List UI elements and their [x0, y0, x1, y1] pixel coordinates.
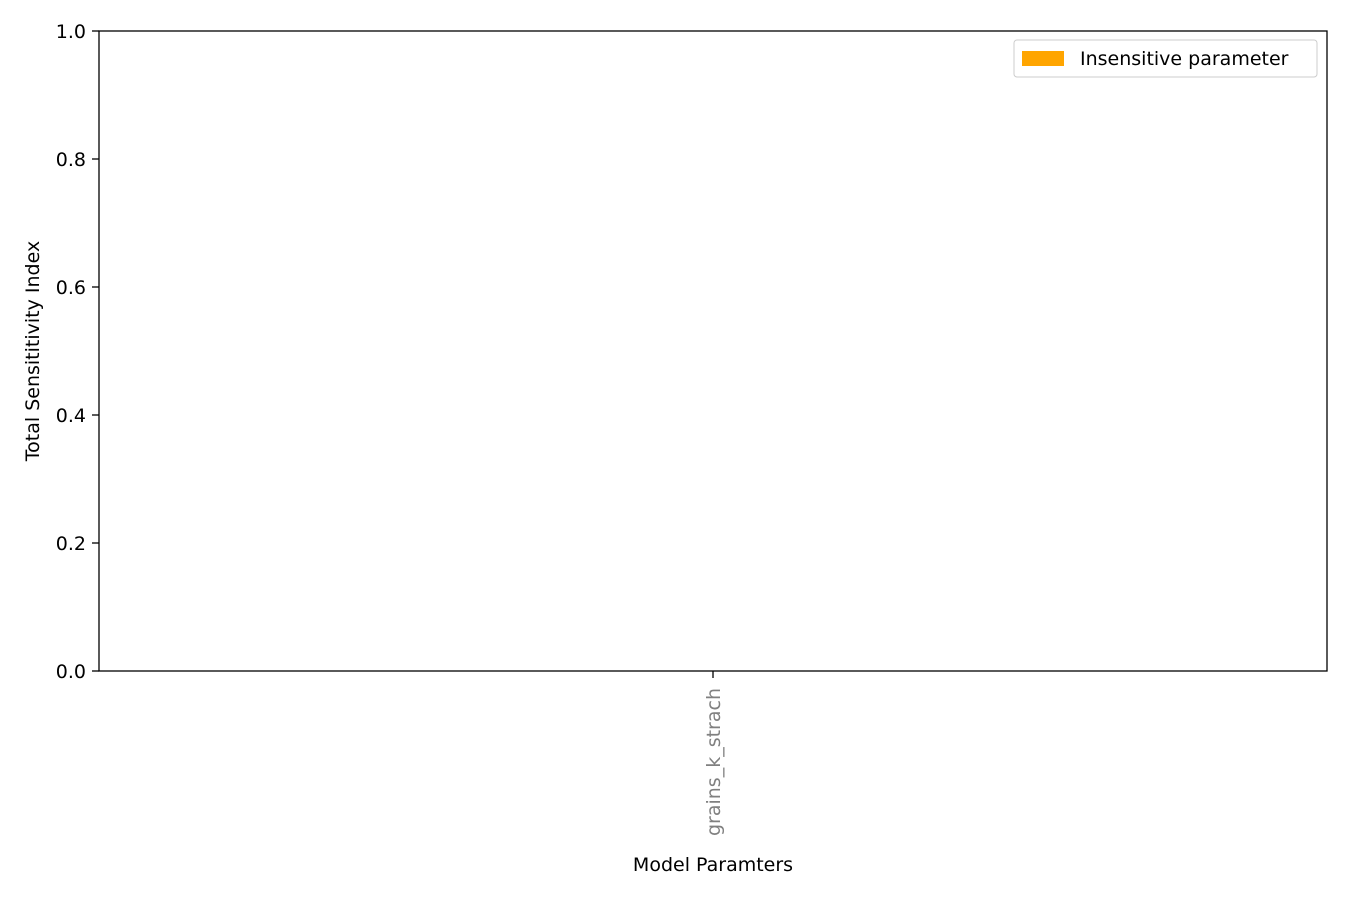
- y-axis-label: Total Sensititivity Index: [22, 241, 44, 462]
- legend-label: Insensitive parameter: [1080, 48, 1289, 70]
- y-tick-label: 0.8: [56, 149, 86, 171]
- y-tick-label: 0.0: [56, 661, 86, 683]
- x-tick-label: grains_k_strach: [703, 688, 725, 836]
- y-tick-label: 0.6: [56, 277, 86, 299]
- y-axis: 0.0 0.2 0.4 0.6 0.8 1.0: [56, 21, 99, 683]
- plot-frame: [98, 30, 1328, 672]
- x-axis-label: Model Paramters: [633, 854, 793, 876]
- legend: Insensitive parameter: [1013, 39, 1318, 78]
- y-tick-label: 0.2: [56, 533, 86, 555]
- legend-frame: [1013, 39, 1318, 78]
- legend-swatch: [1022, 51, 1064, 66]
- y-tick-label: 0.4: [56, 405, 86, 427]
- x-axis: grains_k_strach: [703, 671, 725, 836]
- y-tick-label: 1.0: [56, 21, 86, 43]
